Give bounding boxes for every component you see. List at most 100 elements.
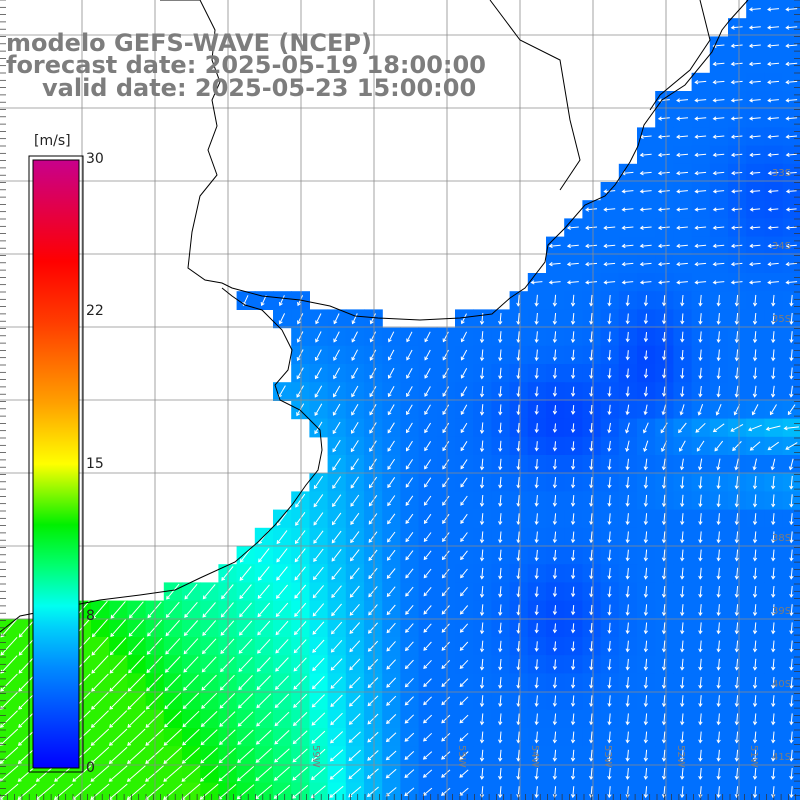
wind-arrow bbox=[625, 658, 630, 671]
wind-arrow bbox=[516, 440, 521, 452]
wind-arrow bbox=[607, 476, 612, 489]
wind-arrow bbox=[479, 440, 485, 453]
wind-arrow bbox=[680, 786, 685, 799]
wind-arrow bbox=[479, 476, 485, 489]
wind-arrow bbox=[534, 549, 539, 562]
wind-arrow bbox=[516, 767, 521, 780]
wind-arrow bbox=[570, 731, 576, 744]
wind-arrow bbox=[276, 511, 288, 526]
wind-arrow bbox=[698, 622, 703, 635]
wind-arrow bbox=[748, 80, 761, 85]
wind-arrow bbox=[534, 423, 539, 434]
wind-arrow bbox=[752, 731, 758, 744]
wind-arrow bbox=[607, 586, 612, 598]
wind-arrow bbox=[296, 403, 305, 417]
wind-arrow bbox=[534, 513, 539, 526]
wind-arrow bbox=[696, 440, 705, 452]
wind-arrow bbox=[680, 658, 685, 671]
wind-arrow bbox=[459, 732, 469, 742]
wind-arrow bbox=[785, 280, 798, 285]
wind-arrow bbox=[771, 604, 776, 617]
wind-arrow bbox=[534, 731, 539, 744]
wind-arrow bbox=[570, 677, 576, 689]
wind-arrow bbox=[534, 404, 539, 415]
wind-arrow bbox=[639, 225, 652, 230]
wind-arrow bbox=[516, 349, 521, 362]
wind-arrow bbox=[771, 531, 776, 544]
wind-arrow bbox=[479, 513, 485, 526]
wind-arrow bbox=[621, 207, 634, 212]
wind-arrow bbox=[200, 729, 218, 746]
wind-arrow bbox=[767, 207, 779, 212]
wind-arrow bbox=[351, 313, 358, 325]
wind-arrow bbox=[350, 440, 359, 453]
wind-arrow bbox=[201, 692, 218, 709]
wind-arrow bbox=[239, 547, 252, 563]
wind-arrow bbox=[716, 385, 721, 398]
wind-arrow bbox=[386, 677, 397, 688]
wind-arrow bbox=[716, 494, 721, 508]
wind-arrow bbox=[292, 785, 309, 799]
forecast-date: forecast date: 2025-05-19 18:00:00 bbox=[6, 51, 486, 79]
wind-arrow bbox=[440, 787, 451, 796]
wind-arrow bbox=[785, 442, 798, 450]
wind-arrow bbox=[767, 189, 779, 194]
latitude-label: 38S bbox=[772, 533, 791, 544]
wind-arrow bbox=[679, 404, 685, 416]
wind-arrow bbox=[534, 623, 539, 634]
wind-arrow bbox=[350, 494, 360, 507]
wind-arrow bbox=[789, 731, 794, 744]
wind-arrow bbox=[734, 549, 739, 562]
wind-arrow bbox=[752, 695, 758, 708]
wind-arrow bbox=[312, 621, 325, 635]
wind-arrow bbox=[459, 605, 469, 615]
wind-arrow bbox=[643, 731, 648, 744]
wind-arrow bbox=[128, 655, 145, 674]
wind-arrow bbox=[479, 749, 485, 762]
wind-arrow bbox=[498, 349, 503, 362]
wind-arrow bbox=[367, 750, 379, 761]
wind-arrow bbox=[552, 294, 557, 307]
wind-arrow bbox=[330, 621, 343, 635]
wind-arrow bbox=[163, 746, 183, 764]
wind-arrow bbox=[109, 637, 127, 656]
wind-arrow bbox=[698, 749, 703, 762]
wind-arrow bbox=[607, 567, 612, 580]
wind-arrow bbox=[607, 313, 612, 325]
wind-arrow bbox=[236, 766, 255, 782]
wind-arrow bbox=[643, 767, 648, 780]
wind-arrow bbox=[661, 567, 667, 580]
wind-arrow bbox=[109, 655, 127, 674]
wind-arrow bbox=[460, 422, 468, 434]
wind-arrow bbox=[423, 550, 432, 561]
wind-arrow bbox=[716, 513, 721, 526]
wind-arrow bbox=[552, 423, 558, 433]
wind-arrow bbox=[184, 583, 198, 600]
wind-arrow bbox=[643, 295, 648, 307]
wind-arrow bbox=[516, 367, 521, 380]
wind-arrow bbox=[369, 458, 377, 471]
wind-arrow bbox=[552, 695, 557, 707]
wind-arrow bbox=[369, 349, 377, 361]
wind-arrow bbox=[643, 531, 648, 544]
wind-arrow bbox=[219, 693, 236, 709]
wind-arrow bbox=[184, 601, 198, 618]
wind-arrow bbox=[349, 658, 361, 671]
wind-arrow bbox=[552, 331, 557, 344]
wind-arrow bbox=[676, 152, 689, 158]
wind-arrow bbox=[311, 730, 326, 744]
wind-arrow bbox=[238, 675, 253, 691]
wind-arrow bbox=[661, 676, 667, 689]
wind-arrow bbox=[369, 331, 377, 343]
wind-arrow bbox=[712, 61, 725, 67]
wind-arrow bbox=[219, 729, 236, 746]
wind-arrow bbox=[239, 566, 252, 581]
latitude-label: 41S bbox=[772, 752, 791, 763]
wind-arrow bbox=[202, 620, 217, 636]
wind-arrow bbox=[639, 207, 652, 212]
wind-arrow bbox=[460, 495, 468, 506]
wind-arrow bbox=[789, 658, 794, 671]
wind-arrow bbox=[387, 367, 395, 379]
wind-arrow bbox=[479, 622, 485, 635]
